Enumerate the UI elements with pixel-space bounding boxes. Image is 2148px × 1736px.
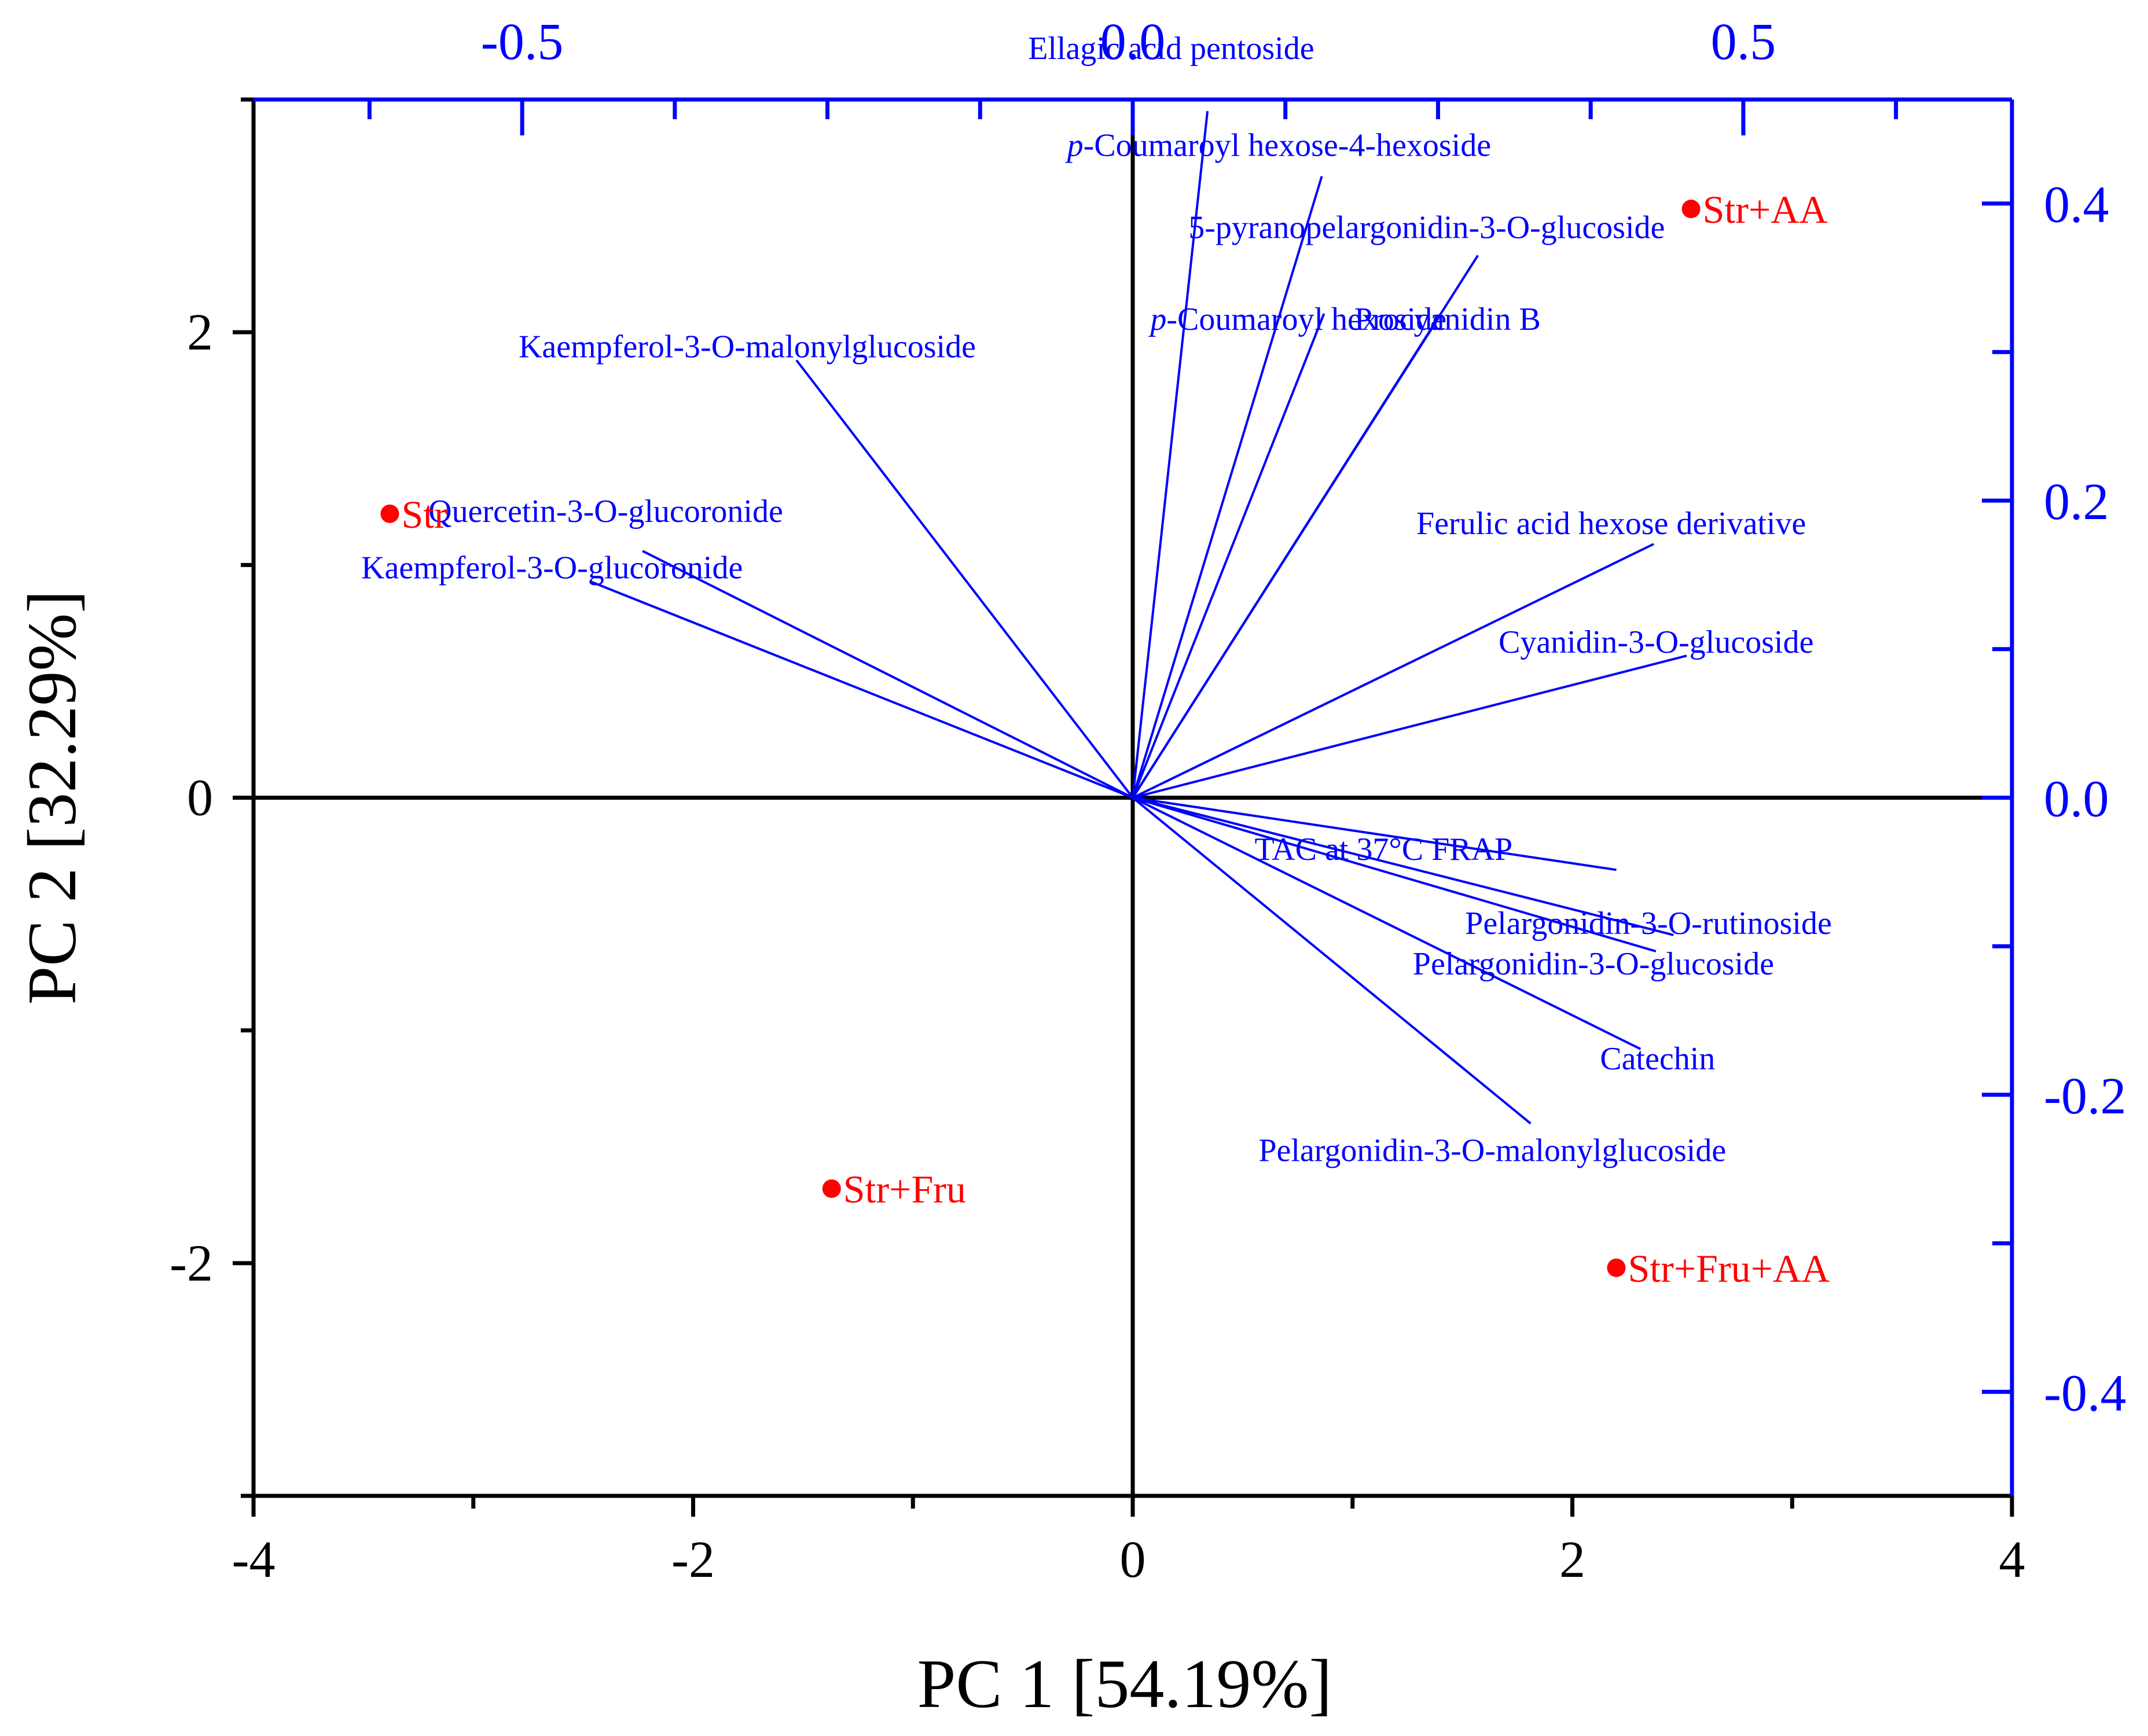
loading-vector: [642, 550, 1133, 799]
score-axes: -4 -2 0 2 4 -2 0 2: [170, 97, 2025, 1588]
loading-vector: [1132, 317, 1440, 799]
loading-label: p-Coumaroyl hexose-4-hexoside: [1065, 128, 1492, 164]
loading-label: Kaempferol-3-O-glucoronide: [361, 550, 743, 586]
right-tick-label: -0.2: [2044, 1068, 2126, 1125]
score-point: [1607, 1258, 1626, 1277]
loading-label: Cyanidin-3-O-glucoside: [1499, 624, 1813, 660]
x-tick-label: -2: [671, 1531, 715, 1588]
score-label: Str+AA: [1703, 187, 1828, 231]
loading-vector: [1132, 313, 1325, 799]
y-axis-title: PC 2 [32.29%]: [13, 590, 90, 1005]
score-point: [380, 504, 399, 523]
loading-vector: [1132, 796, 1657, 952]
loading-label: Pelargonidin-3-O-rutinoside: [1465, 906, 1832, 941]
score-point: [822, 1179, 841, 1198]
x-tick-label: 4: [1999, 1531, 2025, 1588]
loading-vector: [1132, 543, 1654, 799]
loading-vector: [1132, 176, 1323, 799]
loading-label: Ferulic acid hexose derivative: [1416, 506, 1806, 542]
x-tick-label: 0: [1120, 1531, 1146, 1588]
top-tick-label: 0.5: [1711, 13, 1776, 71]
right-tick-label: 0.4: [2044, 176, 2109, 234]
loading-vector: [1132, 796, 1642, 1050]
loading-label: Quercetin-3-O-glucoronide: [428, 494, 783, 529]
loading-vector: [589, 580, 1133, 799]
score-label: Str: [401, 492, 447, 536]
score-points: Str Str+AA Str+Fru Str+Fru+AA: [380, 187, 1830, 1290]
score-label: Str+Fru+AA: [1628, 1246, 1830, 1290]
right-tick-label: 0.2: [2044, 473, 2109, 531]
right-tick-label: -0.4: [2044, 1364, 2126, 1422]
loading-vectors: Ellagic acid pentoside p-Coumaroyl hexose…: [361, 31, 1832, 1168]
loading-vector: [1132, 796, 1532, 1125]
loading-label: Procyanidin B: [1354, 301, 1541, 337]
loading-axes: -0.5 0.0 0.5 0.4 0.2 0.0 -0.2 -0.4: [254, 13, 2126, 1496]
right-tick-label: 0.0: [2044, 771, 2109, 828]
loading-vector: [1132, 111, 1209, 798]
top-tick-label: -0.5: [481, 13, 563, 71]
loading-vector: [1132, 654, 1687, 799]
x-tick-label: -4: [232, 1531, 276, 1588]
loading-vector: [795, 359, 1134, 799]
loading-vector: [1132, 796, 1617, 871]
top-tick-label: 0.0: [1100, 13, 1166, 71]
y-tick-label: 2: [187, 304, 213, 361]
loading-label: Ellagic acid pentoside: [1028, 31, 1314, 67]
loading-label: 5-pyranopelargonidin-3-O-glucoside: [1188, 209, 1665, 245]
loading-label: Pelargonidin-3-O-malonylglucoside: [1258, 1133, 1726, 1169]
score-point: [1681, 200, 1701, 219]
loading-vector: [1132, 796, 1674, 936]
loading-label: Kaempferol-3-O-malonylglucoside: [519, 329, 976, 365]
loading-label: Catechin: [1600, 1041, 1715, 1077]
y-tick-label: 0: [187, 770, 213, 827]
x-axis-title: PC 1 [54.19%]: [917, 1645, 1332, 1722]
score-label: Str+Fru: [843, 1167, 966, 1211]
y-tick-label: -2: [170, 1235, 213, 1292]
loading-label: p-Coumaroyl hexoside: [1148, 301, 1446, 337]
x-tick-label: 2: [1559, 1531, 1585, 1588]
loading-label: Pelargonidin-3-O-glucoside: [1413, 946, 1774, 982]
